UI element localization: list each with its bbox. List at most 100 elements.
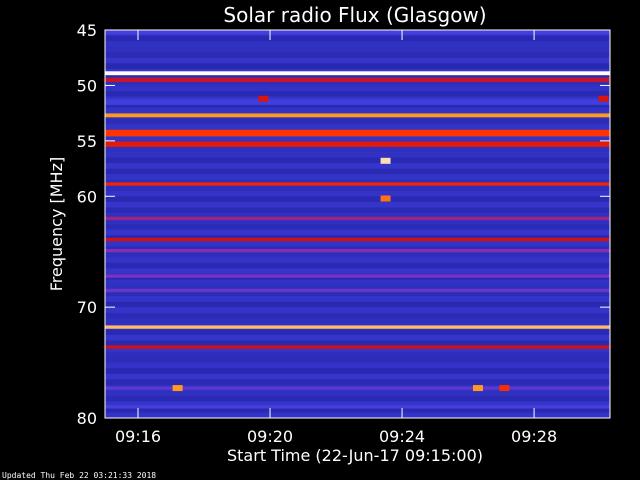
heatmap-row	[105, 412, 610, 419]
heatmap-band	[105, 71, 610, 76]
heatmap-burst	[598, 95, 609, 102]
heatmap-row	[105, 52, 610, 59]
heatmap-row	[105, 46, 610, 53]
heatmap-row	[105, 312, 610, 319]
heatmap-row	[105, 163, 610, 170]
heatmap-row	[105, 174, 610, 181]
heatmap-row	[105, 296, 610, 303]
heatmap-row	[105, 85, 610, 92]
heatmap-row	[105, 240, 610, 247]
heatmap-band	[105, 274, 610, 278]
heatmap-row	[105, 218, 610, 225]
heatmap-row	[105, 279, 610, 286]
heatmap-layer	[105, 30, 610, 419]
plot-frame	[104, 29, 611, 419]
heatmap-row	[105, 57, 610, 64]
heatmap-row	[105, 362, 610, 369]
heatmap-burst	[472, 385, 483, 392]
plot-area	[104, 29, 611, 419]
heatmap-row	[105, 401, 610, 408]
heatmap-row	[105, 262, 610, 269]
heatmap-burst	[380, 157, 391, 164]
heatmap-band	[105, 288, 610, 293]
heatmap-burst	[380, 195, 391, 202]
heatmap-row	[105, 35, 610, 42]
y-tick-label: 80	[77, 409, 97, 428]
heatmap-band	[105, 30, 610, 35]
heatmap-row	[105, 102, 610, 109]
heatmap-row	[105, 190, 610, 197]
heatmap-row	[105, 168, 610, 175]
heatmap-row	[105, 390, 610, 397]
heatmap-burst	[172, 385, 183, 392]
heatmap-row	[105, 257, 610, 264]
heatmap-row	[105, 318, 610, 325]
heatmap-band	[105, 216, 610, 221]
heatmap-row	[105, 224, 610, 231]
heatmap-band	[105, 113, 610, 118]
heatmap-row	[105, 90, 610, 98]
heatmap-band	[105, 386, 610, 390]
heatmap-row	[105, 301, 610, 308]
heatmap-row	[105, 379, 610, 386]
heatmap-row	[105, 290, 610, 297]
heatmap-row	[105, 329, 610, 336]
heatmap-burst	[499, 385, 510, 392]
x-tick-label: 09:20	[247, 427, 293, 446]
y-tick-label: 45	[77, 21, 97, 40]
heatmap-row	[105, 146, 610, 153]
heatmap-band	[105, 237, 610, 242]
heatmap-row	[105, 307, 610, 314]
heatmap-row	[105, 395, 610, 402]
y-tick-label: 70	[77, 298, 97, 317]
heatmap-band	[105, 345, 610, 349]
heatmap-row	[105, 118, 610, 125]
heatmap-row	[105, 196, 610, 203]
heatmap-band	[105, 248, 610, 253]
update-timestamp: Updated Thu Feb 22 03:21:33 2018	[2, 471, 156, 480]
heatmap-band	[105, 182, 610, 186]
heatmap-band	[105, 141, 610, 147]
heatmap-row	[105, 207, 610, 214]
heatmap-row	[105, 41, 610, 48]
heatmap-row	[105, 212, 610, 219]
heatmap-row	[105, 357, 610, 364]
heatmap-burst	[258, 95, 269, 102]
x-tick-label: 09:24	[379, 427, 425, 446]
heatmap-row	[105, 406, 610, 413]
heatmap-row	[105, 157, 610, 164]
y-tick-label: 55	[77, 132, 97, 151]
heatmap-row	[105, 251, 610, 258]
heatmap-row	[105, 107, 610, 114]
heatmap-row	[105, 334, 610, 341]
heatmap-row	[105, 351, 610, 358]
x-axis-label: Start Time (22-Jun-17 09:15:00)	[227, 446, 483, 465]
x-tick-label: 09:28	[511, 427, 557, 446]
heatmap-row	[105, 185, 610, 192]
heatmap-band	[105, 99, 610, 105]
heatmap-row	[105, 345, 610, 352]
heatmap-row	[105, 79, 610, 86]
x-axis: 09:16 09:20 09:24 09:28	[115, 30, 557, 446]
heatmap-row	[105, 229, 610, 236]
heatmap-row	[105, 268, 610, 275]
heatmap-row	[105, 373, 610, 380]
y-tick-label: 60	[77, 187, 97, 206]
heatmap-row	[105, 151, 610, 158]
heatmap-band	[105, 77, 610, 83]
heatmap-row	[105, 74, 610, 81]
y-tick-label: 50	[77, 76, 97, 95]
heatmap-band	[105, 129, 610, 137]
heatmap-row	[105, 201, 610, 208]
heatmap-row	[105, 124, 610, 131]
heatmap-row	[105, 340, 610, 347]
heatmap-band	[105, 325, 610, 329]
heatmap-row	[105, 368, 610, 375]
x-tick-label: 09:16	[115, 427, 161, 446]
heatmap-row	[105, 63, 610, 70]
heatmap-row	[105, 284, 610, 292]
y-axis: 45 50 55 60 70 80	[77, 21, 610, 428]
y-axis-label: Frequency [MHz]	[47, 157, 66, 291]
heatmap-band	[105, 405, 610, 409]
